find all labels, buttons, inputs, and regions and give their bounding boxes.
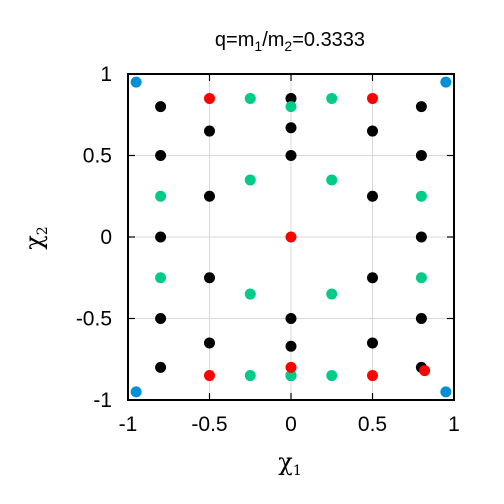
data-point — [367, 272, 378, 284]
data-point — [244, 370, 256, 382]
data-point — [440, 386, 452, 398]
data-point — [130, 386, 142, 398]
x-tick-labels: -1 -0.5 0 0.5 1 — [119, 413, 460, 436]
x-tick-label: 1 — [448, 413, 460, 436]
data-point — [415, 101, 427, 113]
data-point — [130, 76, 142, 88]
data-point — [155, 361, 167, 373]
data-point — [367, 370, 378, 382]
data-point — [285, 231, 297, 243]
x-tick-label: 0 — [285, 413, 297, 436]
data-point — [367, 337, 378, 349]
data-point — [155, 231, 167, 243]
data-point — [155, 313, 167, 324]
data-point — [204, 125, 215, 137]
data-point — [244, 92, 256, 104]
data-point — [285, 313, 297, 324]
plot-frame — [127, 73, 455, 401]
data-point — [440, 76, 452, 88]
data-points — [130, 76, 452, 398]
data-point — [419, 365, 431, 377]
data-point — [155, 272, 167, 284]
data-point — [415, 231, 427, 243]
data-point — [285, 361, 297, 373]
chart-title: q=m1/m2=0.3333 — [215, 29, 365, 54]
x-tick-label: 0.5 — [358, 413, 387, 436]
y-tick-label: -1 — [93, 389, 112, 412]
y-tick-label: 1 — [100, 63, 112, 86]
x-tick-label: -1 — [119, 413, 138, 436]
data-point — [285, 150, 297, 161]
data-point — [415, 150, 427, 161]
data-point — [204, 370, 215, 382]
data-point — [244, 174, 256, 186]
data-point — [155, 101, 167, 113]
data-point — [204, 190, 215, 202]
data-point — [285, 370, 297, 382]
data-point — [244, 288, 256, 300]
data-point — [367, 92, 378, 104]
data-point — [415, 190, 427, 202]
data-point — [326, 174, 338, 186]
data-point — [285, 101, 297, 113]
data-point — [204, 272, 215, 284]
data-point — [326, 370, 338, 382]
x-tick-label: -0.5 — [191, 413, 227, 436]
data-point — [415, 313, 427, 324]
data-point — [204, 337, 215, 349]
data-point — [285, 340, 297, 352]
data-point — [285, 122, 297, 134]
data-point — [155, 150, 167, 161]
x-axis-label: χ1 — [278, 448, 301, 479]
y-tick-label: 0.5 — [83, 145, 112, 168]
y-tick-labels: -1 -0.5 0 0.5 1 — [76, 63, 112, 412]
data-point — [326, 92, 338, 104]
data-point — [285, 92, 297, 104]
data-point — [415, 272, 427, 284]
y-tick-label: 0 — [100, 226, 112, 249]
data-point — [367, 125, 378, 137]
data-point — [204, 92, 215, 104]
data-point — [155, 190, 167, 202]
y-tick-label: -0.5 — [76, 308, 112, 331]
data-point — [326, 288, 338, 300]
y-axis-label: χ2 — [20, 226, 51, 249]
data-point — [367, 190, 378, 202]
